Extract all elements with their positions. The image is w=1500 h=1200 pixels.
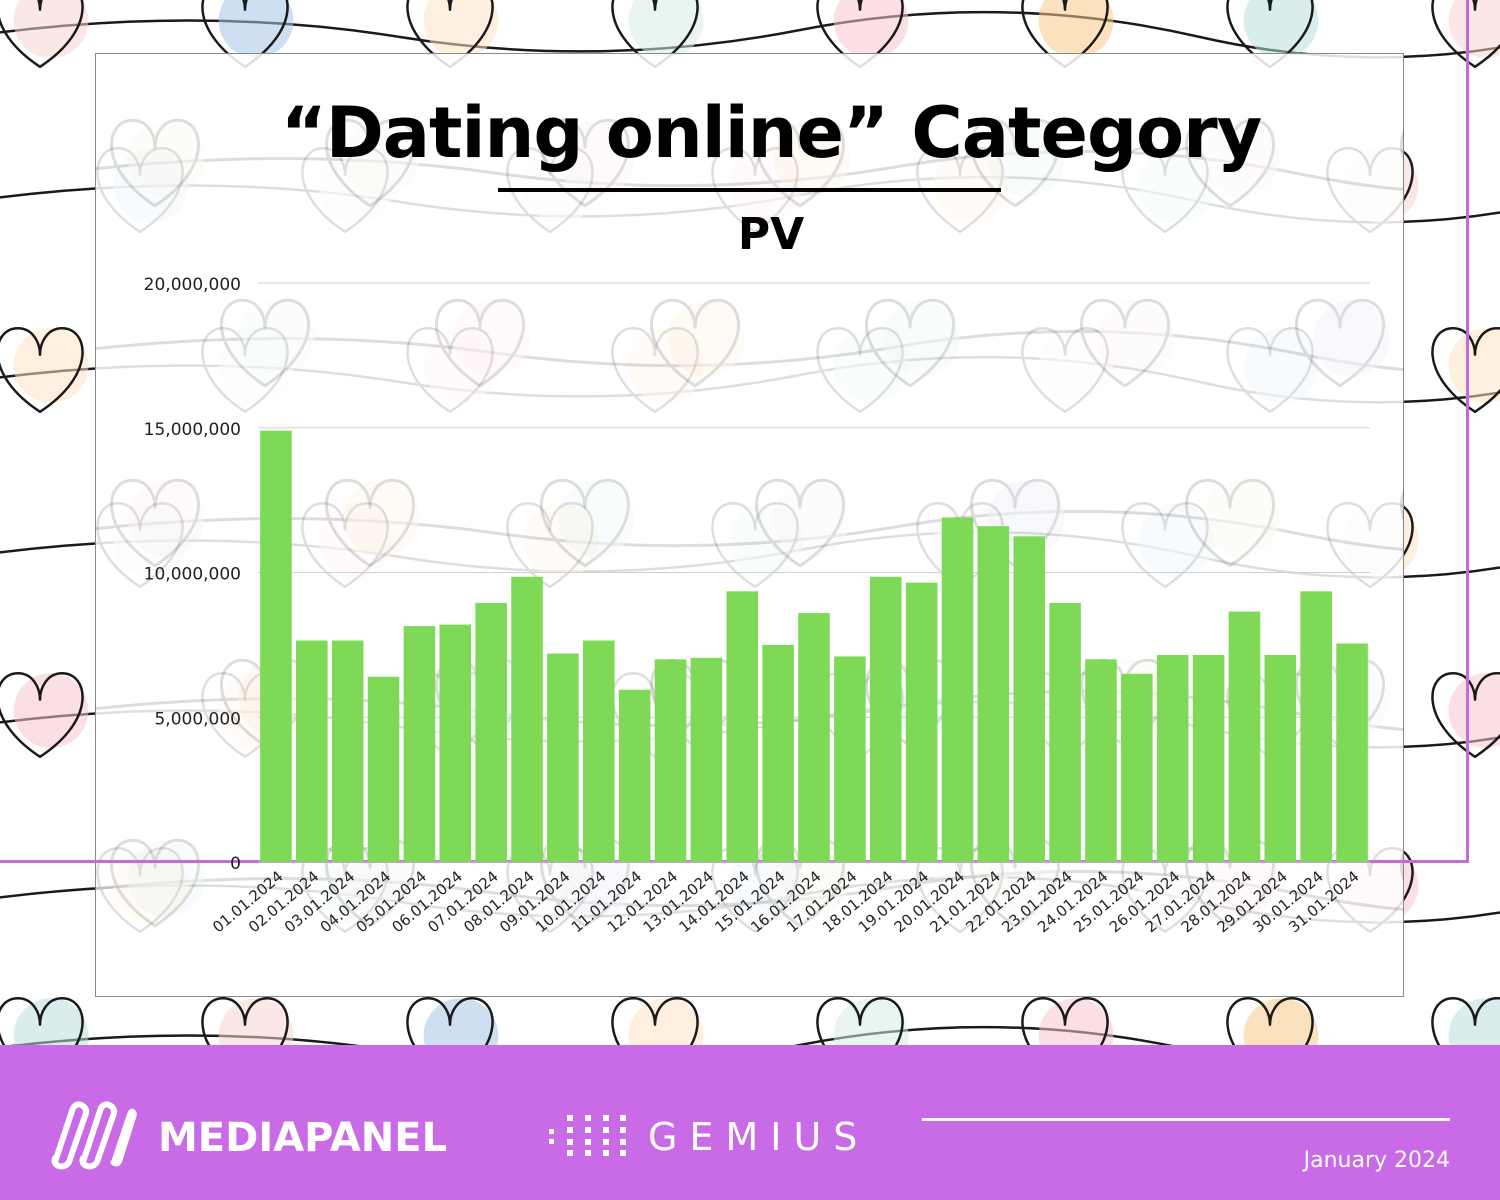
bar [1085, 659, 1117, 862]
y-tick-label: 10,000,000 [144, 565, 241, 585]
footer-divider [922, 1118, 1450, 1121]
bar [439, 624, 472, 862]
bar [296, 640, 328, 862]
chart-subtitle: PV [737, 209, 805, 260]
bar [690, 657, 723, 862]
y-tick-label: 0 [230, 854, 241, 874]
y-tick-label: 15,000,000 [144, 420, 241, 440]
title-underline [498, 188, 1001, 192]
bar [1192, 655, 1225, 862]
bar [798, 613, 830, 862]
bar [475, 602, 507, 862]
bar [941, 517, 974, 862]
footer-bar [0, 1045, 1500, 1200]
bar [654, 659, 687, 862]
report-period: January 2024 [1303, 1148, 1450, 1173]
bar [1336, 643, 1368, 862]
bar [547, 653, 579, 862]
bar-chart: 0 5,000,000 10,000,000 15,000,000 20,000,000… [144, 275, 1370, 936]
bar [1013, 536, 1046, 862]
y-tick-label: 5,000,000 [154, 709, 241, 729]
bar [1228, 611, 1261, 862]
y-tick-label: 20,000,000 [144, 275, 241, 295]
x-axis-ticks: 01.01.202402.01.202403.01.202404.01.2024… [209, 867, 1362, 936]
mediapanel-wordmark: MEDIAPANEL [158, 1115, 448, 1161]
bar [1121, 673, 1153, 862]
bars [260, 430, 1368, 862]
bar [1264, 655, 1297, 862]
bar [582, 640, 615, 862]
bar [1156, 655, 1189, 862]
bar [331, 640, 364, 862]
y-axis-ticks: 0 5,000,000 10,000,000 15,000,000 20,000,000 [144, 275, 241, 874]
gemius-wordmark: GEMIUS [648, 1115, 870, 1159]
bar [762, 644, 794, 862]
bar [869, 576, 902, 862]
page-title: “Dating online” Category [280, 92, 1263, 174]
mediapanel-logo-icon [51, 1101, 137, 1170]
gemius-logo-icon [549, 1115, 626, 1156]
bar [1049, 602, 1081, 862]
bar [260, 430, 292, 862]
bar [726, 591, 759, 862]
bar [511, 576, 543, 862]
bar [403, 626, 436, 862]
bar [367, 676, 400, 862]
bar [618, 689, 651, 862]
bar [834, 656, 866, 862]
bar [1300, 591, 1332, 862]
bar [905, 582, 938, 862]
bar [977, 526, 1010, 862]
